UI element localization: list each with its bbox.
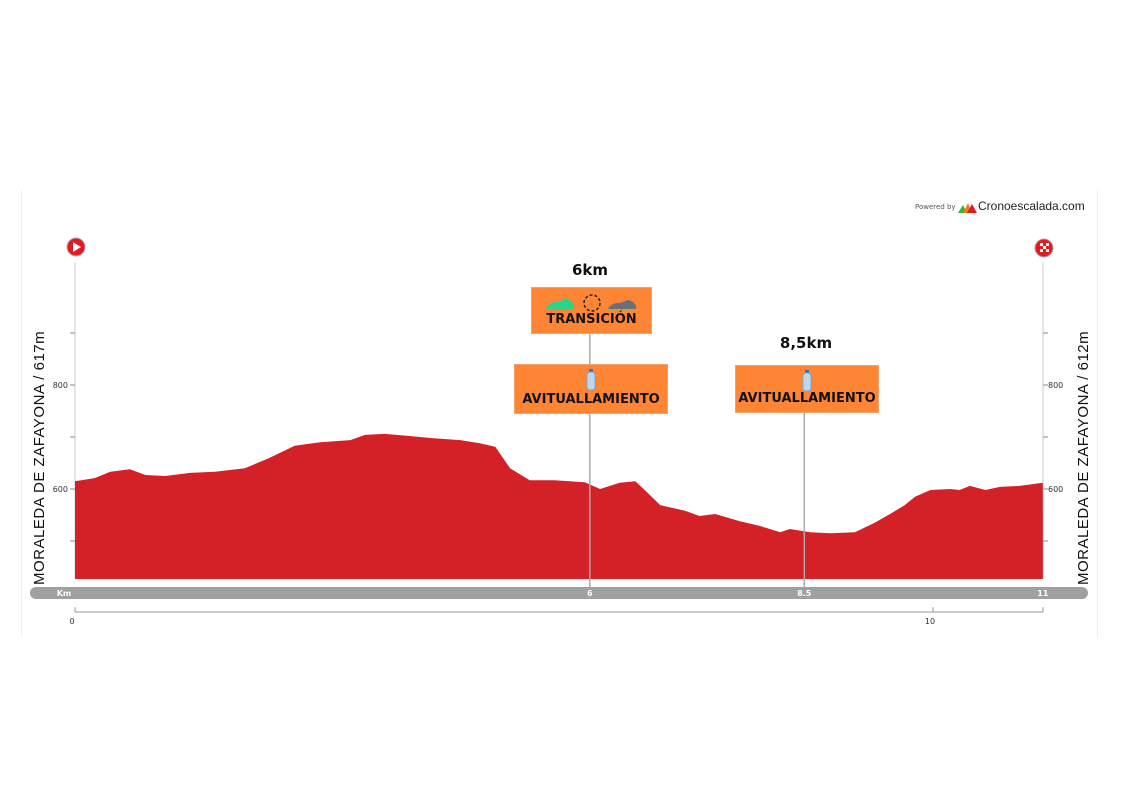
km-bar-label: Km (57, 589, 72, 598)
finish-location-label: MORALEDA DE ZAFAYONA / 612m (1075, 330, 1092, 585)
transition-box: TRANSICIÓN (531, 287, 652, 334)
km-bar-tick-label: 11 (1037, 589, 1049, 598)
km-bar (30, 587, 1088, 599)
y-tick-label: 600 (53, 485, 68, 494)
y-tick-label: 600 (1048, 485, 1063, 494)
water-bottle-icon (802, 370, 812, 392)
powered-by: Powered by (915, 203, 956, 211)
aid-station-box: AVITUALLAMIENTO (514, 364, 668, 414)
cronoescalada-link[interactable]: Cronoescalada.com (978, 199, 1085, 213)
aid-station-label: AVITUALLAMIENTO (522, 392, 660, 407)
aid-station-box: AVITUALLAMIENTO (735, 365, 879, 413)
km-bar-tick-label: 6 (587, 589, 593, 598)
distance-scale-label: 0 (69, 617, 74, 626)
y-tick-label: 800 (1048, 381, 1063, 390)
frame-left (21, 190, 22, 637)
play-flag-icon (66, 237, 86, 257)
distance-scale-label: 10 (925, 617, 935, 626)
start-location-label: MORALEDA DE ZAFAYONA / 617m (31, 330, 48, 585)
checkered-flag-icon (1034, 238, 1054, 258)
marker-km-label: 6km (571, 261, 609, 279)
water-bottle-icon (586, 369, 596, 391)
cronoescalada-logo-icon (958, 203, 977, 213)
marker-km-label: 8,5km (779, 334, 833, 352)
frame-right (1097, 190, 1098, 637)
shoes-transition-icon (546, 294, 636, 312)
km-bar-tick-label: 8.5 (797, 589, 812, 598)
aid-station-label: AVITUALLAMIENTO (738, 391, 876, 406)
elevation-profile-area (75, 433, 1043, 579)
transition-label: TRANSICIÓN (546, 312, 637, 327)
y-tick-label: 800 (53, 381, 68, 390)
